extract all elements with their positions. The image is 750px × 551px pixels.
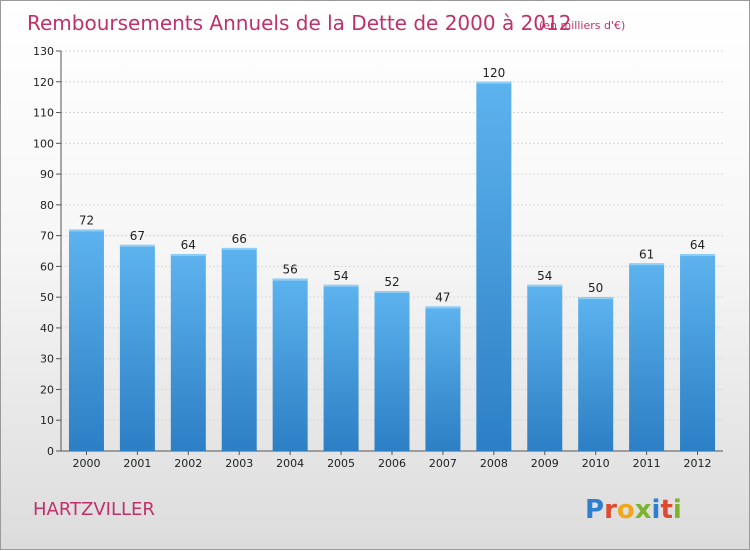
bar-highlight [119,244,155,247]
chart-title: Remboursements Annuels de la Dette de 20… [27,11,571,35]
bar-2002 [170,254,206,451]
y-tick-label: 120 [33,76,54,89]
bar-2001 [119,244,155,451]
bar-2005 [323,284,359,451]
x-tick-labels: 2000 2001 2002 2003 2004 2005 2006 2007 2008 2009… [72,457,711,470]
x-tick-label: 2006 [378,457,406,470]
bar-2008 [476,81,512,452]
x-tick-label: 2004 [276,457,304,470]
bar-2009 [527,284,563,451]
x-tick-label: 2005 [327,457,355,470]
y-tick-label: 100 [33,137,54,150]
y-tick-label: 110 [33,107,54,120]
proxiti-logo[interactable]: Proxiti [585,495,682,525]
bar-highlight [680,254,716,257]
x-tick-label: 2000 [72,457,100,470]
bar-highlight [221,247,257,250]
bars [68,81,716,452]
value-label: 54 [537,269,552,283]
x-tick-label: 2003 [225,457,253,470]
y-tick-label: 30 [40,353,54,366]
x-tick-label: 2001 [123,457,151,470]
bar-highlight [578,297,614,300]
x-tick-label: 2007 [429,457,457,470]
value-label: 54 [333,269,348,283]
bar-highlight [272,278,308,281]
x-tick-label: 2012 [684,457,712,470]
bar-highlight [374,291,410,293]
value-label: 72 [79,213,94,227]
y-tick-labels: 0 10 20 30 40 50 60 70 80 90 100 110 120 130 [33,45,54,458]
bar-highlight [425,306,461,309]
bar-highlight [476,81,512,84]
y-tick-label: 70 [40,230,54,243]
chart-subtitle: (en milliers d'€) [539,19,625,32]
bar-highlight [629,263,665,266]
bar-2012 [680,254,716,451]
value-label: 64 [690,238,705,252]
value-labels: 72 67 64 66 56 54 52 47 120 54 50 61 64 [79,66,705,305]
x-tick-label: 2011 [633,457,661,470]
value-label: 50 [588,281,603,295]
value-label: 64 [181,238,196,252]
bar-highlight [323,284,359,287]
y-tick-label: 0 [47,445,54,458]
x-tick-label: 2002 [174,457,202,470]
bar-highlight [527,284,563,287]
y-tick-label: 20 [40,383,54,396]
x-tick-label: 2008 [480,457,508,470]
bar-2006 [374,291,410,451]
value-label: 66 [232,232,247,246]
bar-2007 [425,306,461,451]
value-label: 56 [283,263,298,277]
bar-highlight [170,254,206,257]
bar-2011 [629,263,665,451]
y-tick-label: 40 [40,322,54,335]
bar-highlight [68,229,104,232]
y-tick-label: 50 [40,291,54,304]
y-tick-label: 60 [40,260,54,273]
bar-2004 [272,278,308,451]
x-tick-label: 2010 [582,457,610,470]
y-tick-label: 80 [40,199,54,212]
commune-name: HARTZVILLER [33,499,155,520]
value-label: 47 [435,290,450,304]
value-label: 52 [384,275,399,289]
y-tick-label: 90 [40,168,54,181]
bar-2003 [221,247,257,451]
bar-2010 [578,297,614,451]
value-label: 67 [130,229,145,243]
bar-2000 [68,229,104,451]
x-tick-label: 2009 [531,457,559,470]
value-label: 120 [482,66,505,80]
y-tick-label: 130 [33,45,54,58]
y-tick-label: 10 [40,414,54,427]
value-label: 61 [639,247,654,261]
